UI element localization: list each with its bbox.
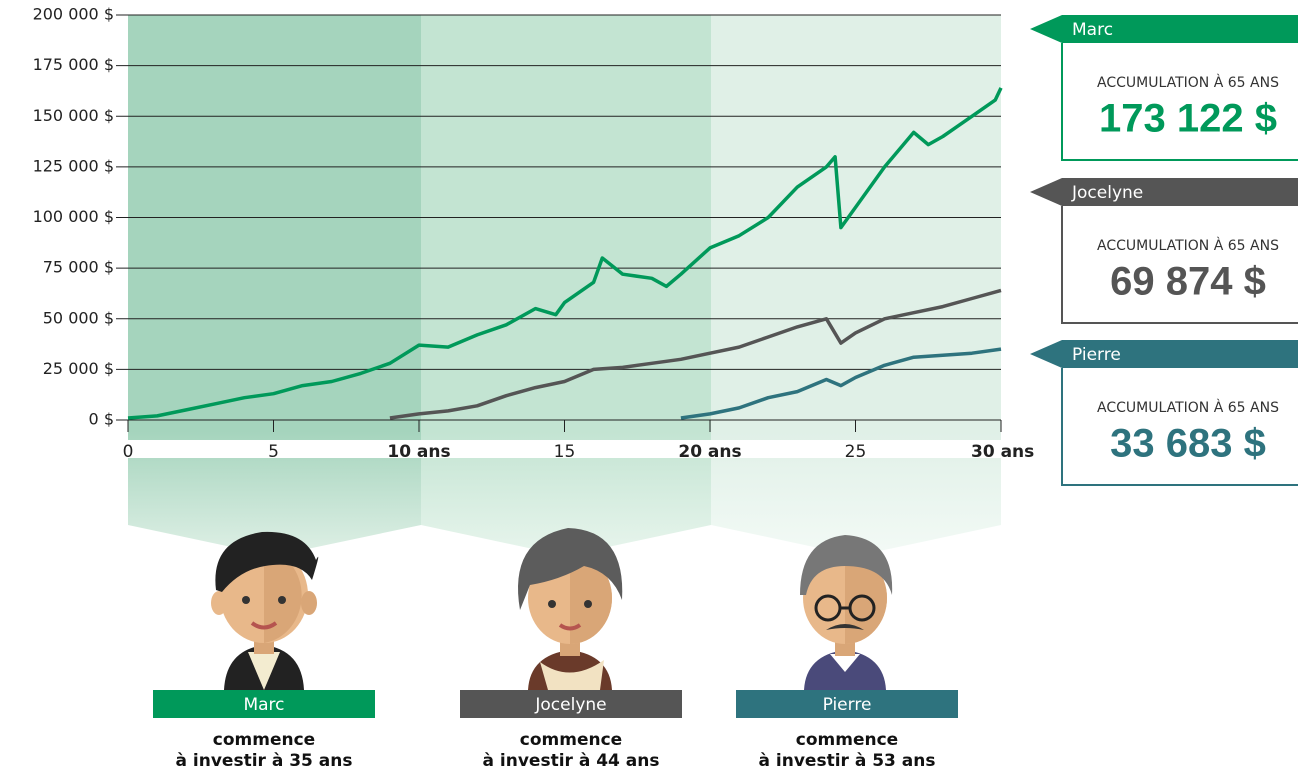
x-tick-label: 0 xyxy=(123,442,134,462)
band xyxy=(128,15,421,556)
person-name: Jocelyne xyxy=(534,695,606,715)
y-tick-label: 25 000 $ xyxy=(43,359,114,378)
y-tick-label: 50 000 $ xyxy=(43,308,114,327)
card-amount: 69 874 $ xyxy=(1110,260,1266,304)
y-tick-label: 100 000 $ xyxy=(33,207,114,226)
card-name: Jocelyne xyxy=(1071,183,1143,203)
card-tab xyxy=(1030,178,1298,206)
person-line2: à investir à 35 ans xyxy=(176,751,353,771)
x-tick-label: 30 ans xyxy=(971,442,1034,462)
person-line1: commence xyxy=(213,730,315,750)
person-line2: à investir à 44 ans xyxy=(483,751,660,771)
y-tick-label: 175 000 $ xyxy=(33,55,114,74)
card-amount: 173 122 $ xyxy=(1099,97,1277,141)
y-tick-label: 125 000 $ xyxy=(33,156,114,175)
card-caption: ACCUMULATION À 65 ANS xyxy=(1097,237,1279,254)
person-line1: commence xyxy=(520,730,622,750)
card-name: Pierre xyxy=(1072,345,1121,365)
x-tick-label: 15 xyxy=(554,442,576,462)
person-line2: à investir à 53 ans xyxy=(759,751,936,771)
cards: Marc ACCUMULATION À 65 ANS 173 122 $ Jocely… xyxy=(1030,15,1298,485)
avatar-jocelyne xyxy=(518,528,622,690)
card-tab xyxy=(1030,340,1298,368)
x-tick-label: 20 ans xyxy=(678,442,741,462)
card-tab xyxy=(1030,15,1298,43)
avatar-marc xyxy=(211,532,318,690)
band xyxy=(711,15,1001,556)
y-tick-label: 75 000 $ xyxy=(43,258,114,277)
person-line1: commence xyxy=(796,730,898,750)
y-tick-label: 150 000 $ xyxy=(33,106,114,125)
infographic: 0 $ 25 000 $ 50 000 $ 75 000 $ 100 000 $ 125 … xyxy=(0,0,1298,772)
y-tick-label: 0 $ xyxy=(89,410,114,429)
y-tick-label: 200 000 $ xyxy=(33,5,114,24)
card-caption: ACCUMULATION À 65 ANS xyxy=(1097,399,1279,416)
x-tick-label: 10 ans xyxy=(387,442,450,462)
x-tick-label: 25 xyxy=(845,442,867,462)
card-amount: 33 683 $ xyxy=(1110,422,1266,466)
page: {"chart_data": {"type": "line", "xlim": … xyxy=(0,0,1298,772)
x-tick-label: 5 xyxy=(268,442,279,462)
card-caption: ACCUMULATION À 65 ANS xyxy=(1097,74,1279,91)
card-name: Marc xyxy=(1072,20,1113,40)
person-name: Pierre xyxy=(823,695,872,715)
avatar-pierre xyxy=(800,535,892,690)
person-name: Marc xyxy=(243,695,284,715)
